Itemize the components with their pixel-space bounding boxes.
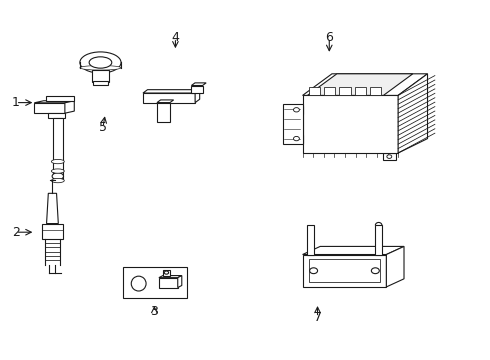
Text: 7: 7 (314, 311, 321, 324)
Text: 2: 2 (12, 226, 20, 239)
Polygon shape (159, 278, 178, 288)
Text: 6: 6 (325, 31, 333, 44)
Polygon shape (92, 70, 109, 82)
Polygon shape (307, 225, 314, 255)
Polygon shape (309, 87, 320, 95)
Circle shape (310, 268, 318, 274)
Ellipse shape (51, 179, 64, 183)
Polygon shape (143, 93, 195, 103)
Polygon shape (34, 103, 65, 113)
Polygon shape (302, 74, 427, 95)
Text: 5: 5 (99, 121, 107, 134)
Ellipse shape (80, 66, 121, 70)
Bar (383, 153, 395, 160)
Polygon shape (354, 87, 366, 95)
Text: 4: 4 (172, 31, 179, 44)
Polygon shape (302, 95, 398, 153)
Polygon shape (122, 267, 187, 298)
Ellipse shape (51, 169, 64, 173)
Ellipse shape (52, 173, 64, 180)
Circle shape (371, 268, 379, 274)
Polygon shape (42, 224, 63, 239)
Polygon shape (309, 259, 380, 282)
Polygon shape (178, 275, 182, 288)
Polygon shape (192, 85, 202, 93)
Polygon shape (143, 90, 200, 93)
Polygon shape (369, 87, 381, 95)
Circle shape (294, 108, 299, 112)
Ellipse shape (131, 276, 146, 291)
Circle shape (294, 136, 299, 141)
Polygon shape (163, 270, 170, 275)
Polygon shape (398, 74, 427, 153)
Polygon shape (195, 90, 200, 103)
Polygon shape (157, 103, 170, 122)
Polygon shape (47, 193, 58, 224)
Circle shape (387, 155, 392, 158)
Polygon shape (290, 106, 302, 114)
Polygon shape (192, 83, 206, 85)
Ellipse shape (51, 159, 64, 164)
Polygon shape (65, 101, 74, 113)
Polygon shape (46, 96, 74, 101)
Polygon shape (159, 275, 182, 278)
Ellipse shape (80, 52, 121, 73)
Polygon shape (290, 135, 302, 143)
Ellipse shape (89, 57, 112, 68)
Text: 1: 1 (12, 96, 20, 109)
Polygon shape (375, 225, 382, 255)
Polygon shape (308, 74, 413, 95)
Polygon shape (93, 81, 108, 85)
Polygon shape (52, 118, 63, 179)
Polygon shape (324, 87, 335, 95)
Circle shape (164, 271, 169, 274)
Polygon shape (386, 246, 404, 287)
Polygon shape (49, 113, 65, 118)
Polygon shape (283, 104, 302, 144)
Polygon shape (302, 255, 386, 287)
Text: 3: 3 (150, 305, 158, 318)
Polygon shape (302, 246, 404, 255)
Polygon shape (34, 101, 74, 103)
Polygon shape (339, 87, 350, 95)
Polygon shape (157, 100, 173, 103)
